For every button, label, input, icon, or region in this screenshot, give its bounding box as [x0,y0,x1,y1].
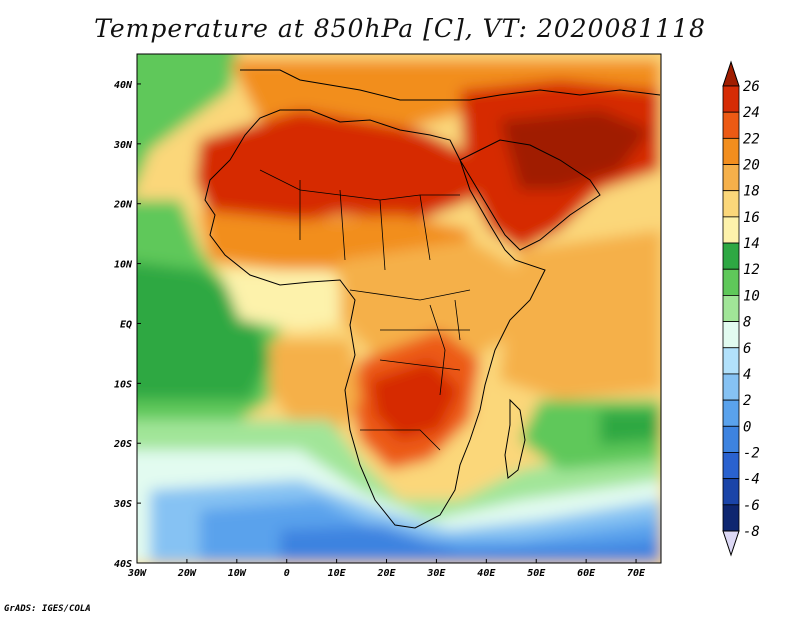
coastline-layer [204,69,661,529]
colorbar-swatch [722,137,740,165]
colorbar-swatch [722,399,740,427]
colorbar-swatch [722,111,740,139]
colorbar-label: -6 [743,498,760,514]
colorbar-swatch [722,216,740,244]
x-tick-label: 30E [426,568,446,579]
colorbar-swatch [722,268,740,296]
colorbar-swatch [722,321,740,349]
colorbar-label: 8 [743,315,751,331]
x-tick-label: 0 [284,568,290,579]
map-frame [136,53,662,564]
colorbar-label: 18 [743,184,760,200]
colorbar-label: -4 [743,472,760,488]
x-tick-label: 20W [177,568,197,579]
colorbar-label: 22 [743,131,760,147]
y-tick-label: EQ [120,319,132,330]
colorbar-label: 0 [743,419,751,435]
colorbar-swatch [722,190,740,218]
colorbar-swatch [722,373,740,401]
colorbar-swatch [722,347,740,375]
colorbar-label: 16 [743,210,760,226]
colorbar-label: 6 [743,341,751,357]
colorbar-label: 12 [743,262,760,278]
colorbar-swatch [722,295,740,322]
map-axes: 30W 20W 10W 0 10E 20E 30E 40E 50E 60E 70E 40N 30N 20N… [113,80,646,579]
credit-text: GrADS: IGES/COLA [4,604,91,614]
colorbar-label: 10 [743,288,760,304]
y-tick-label: 10S [114,379,132,390]
colorbar-swatch [722,164,740,192]
colorbar-label: -2 [743,445,760,461]
x-tick-label: 30W [127,568,147,579]
y-tick-label: 20N [113,200,133,211]
colorbar-label: 20 [743,158,760,174]
colorbar-label: 14 [743,236,760,252]
colorbar-swatch [722,242,740,270]
x-tick-label: 40E [477,568,496,579]
colorbar-swatch [722,425,740,453]
y-tick-label: 20S [113,439,132,450]
colorbar-label: 26 [743,79,760,95]
colorbar-label: -8 [743,524,760,540]
colorbar-bottom-arrow [722,530,740,557]
y-tick-label: 30S [113,499,132,510]
colorbar-top-arrow [722,60,740,87]
y-tick-label: 10N [114,260,133,271]
colorbar-swatch [722,504,740,532]
x-tick-label: 10W [228,568,247,579]
colorbar-swatch [722,85,740,113]
y-tick-label: 40N [114,80,133,91]
y-tick-label: 30N [113,140,133,151]
x-tick-label: 60E [577,568,596,579]
colorbar-label: 2 [743,393,751,409]
y-tick-label: 40S [114,559,132,570]
colorbar-label: 4 [743,367,751,383]
x-tick-label: 70E [627,568,646,579]
colorbar-swatch [722,478,740,506]
colorbar-label: 24 [743,105,760,121]
x-tick-label: 50E [527,568,546,579]
temperature-field [137,54,661,563]
x-tick-label: 10E [328,568,347,579]
map-title: Temperature at 850hPa [C], VT: 202008111… [94,14,706,43]
x-tick-label: 20E [376,568,396,579]
colorbar-swatch [722,452,740,480]
